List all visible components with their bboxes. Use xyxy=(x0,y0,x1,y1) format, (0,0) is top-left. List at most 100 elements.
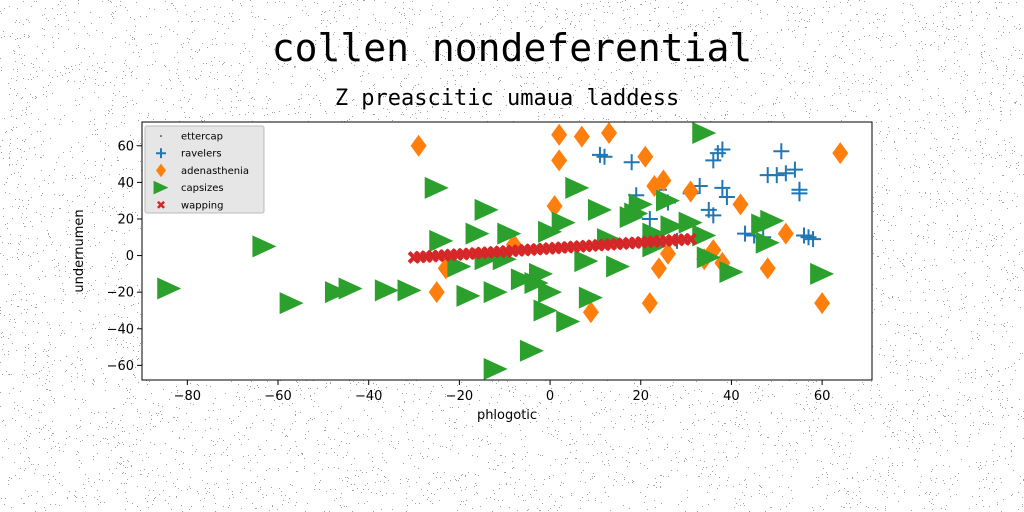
data-point xyxy=(714,141,731,158)
data-point xyxy=(606,255,631,278)
x-tick-label: −40 xyxy=(355,389,382,404)
data-point xyxy=(252,235,277,258)
data-point xyxy=(684,232,698,246)
data-point xyxy=(546,195,563,218)
data-point xyxy=(759,257,776,280)
plot-frame xyxy=(141,121,873,381)
data-point xyxy=(650,257,667,280)
data-point xyxy=(773,143,790,160)
data-point xyxy=(483,358,508,381)
data-point xyxy=(692,224,717,247)
data-point xyxy=(719,261,744,284)
series-adenasthenia xyxy=(410,121,849,324)
data-point xyxy=(374,279,399,302)
x-tick-label: 20 xyxy=(632,389,649,404)
data-point xyxy=(538,220,563,243)
legend-item: adenasthenia xyxy=(156,163,249,178)
y-tick-label: −20 xyxy=(107,286,134,301)
data-point xyxy=(578,286,603,309)
data-point xyxy=(705,207,722,224)
data-point xyxy=(533,299,558,322)
legend-marker xyxy=(160,135,162,137)
x-tick-label: −80 xyxy=(174,389,201,404)
data-point xyxy=(623,154,640,171)
data-point xyxy=(692,121,717,144)
y-axis-label: undernumen xyxy=(72,209,87,292)
data-point xyxy=(587,198,612,221)
legend-label: capsizes xyxy=(181,183,224,194)
data-point xyxy=(551,123,568,146)
data-point xyxy=(732,193,749,216)
data-point xyxy=(565,176,590,199)
data-point xyxy=(573,125,590,148)
data-point xyxy=(556,310,581,333)
data-point xyxy=(574,250,599,273)
data-point xyxy=(628,193,653,216)
legend-item: ettercap xyxy=(160,132,223,143)
data-point xyxy=(551,149,568,172)
data-point xyxy=(429,229,454,252)
data-point xyxy=(601,121,618,144)
data-point xyxy=(718,189,735,206)
x-tick-label: 0 xyxy=(546,389,554,404)
x-axis-label: phlogotic xyxy=(477,408,537,423)
data-point xyxy=(678,211,703,234)
data-point xyxy=(424,176,449,199)
data-point xyxy=(157,277,182,300)
data-point xyxy=(786,161,803,178)
data-point xyxy=(659,242,676,265)
data-point xyxy=(483,281,508,304)
x-tick-label: 40 xyxy=(723,389,740,404)
data-point xyxy=(814,292,831,315)
x-tick-label: −20 xyxy=(446,389,473,404)
data-point xyxy=(760,209,785,232)
data-point xyxy=(510,268,535,291)
data-point xyxy=(660,215,685,238)
data-point xyxy=(768,167,785,184)
data-point xyxy=(596,148,613,165)
data-point xyxy=(777,222,794,245)
data-point xyxy=(529,262,554,285)
data-point xyxy=(551,211,576,234)
data-point xyxy=(397,279,422,302)
y-tick-label: −40 xyxy=(107,322,134,337)
data-point xyxy=(410,134,427,157)
data-point xyxy=(832,142,849,165)
legend-label: ravelers xyxy=(181,149,222,160)
data-point xyxy=(810,262,835,285)
data-point xyxy=(338,277,363,300)
data-point xyxy=(696,246,721,269)
legend-label: adenasthenia xyxy=(181,166,249,177)
legend-label: ettercap xyxy=(181,132,223,143)
legend: ettercap ravelers adenasthenia capsizes wapp… xyxy=(144,125,265,214)
data-point xyxy=(641,292,658,315)
data-point xyxy=(324,281,349,304)
data-point xyxy=(805,231,822,248)
data-point xyxy=(655,169,672,192)
y-tick-label: 20 xyxy=(117,212,134,227)
y-tick-label: 60 xyxy=(117,139,134,154)
data-point xyxy=(582,301,599,324)
x-tick-label: 60 xyxy=(814,389,831,404)
data-point xyxy=(791,181,808,198)
legend-marker xyxy=(156,163,166,178)
data-point xyxy=(497,222,522,245)
data-point xyxy=(428,281,445,304)
data-point xyxy=(714,179,731,196)
legend-marker xyxy=(157,200,165,209)
legend-marker xyxy=(156,148,166,159)
figure-title: collen nondeferential xyxy=(271,26,753,70)
axes: −80 −60 −40 −20 0 20 40 60 −60 −40 −20 0 20 40 60 xyxy=(107,121,873,404)
legend-label: wapping xyxy=(181,200,223,211)
data-point xyxy=(637,145,654,168)
data-point xyxy=(641,210,658,227)
legend-marker xyxy=(153,180,169,195)
data-point xyxy=(538,281,563,304)
data-point xyxy=(465,222,490,245)
series-capsizes xyxy=(157,121,835,381)
data-point xyxy=(682,180,699,203)
data-point xyxy=(456,284,481,307)
data-point xyxy=(777,165,794,182)
